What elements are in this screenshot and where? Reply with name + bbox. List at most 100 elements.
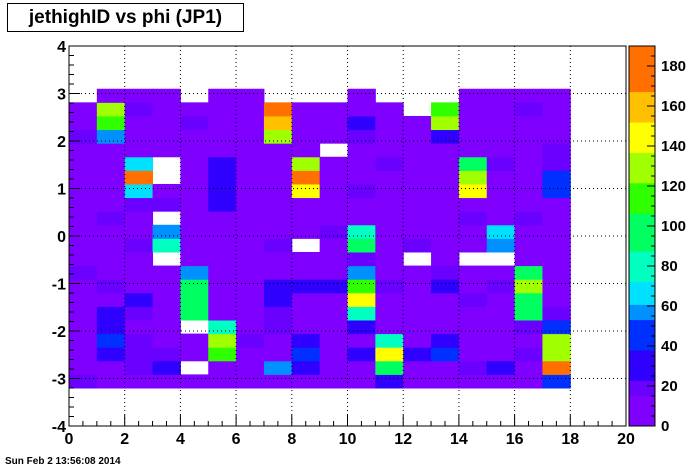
color-scale-band [629,175,655,184]
heatmap-cell [347,347,376,362]
heatmap-cell [403,211,432,226]
heatmap-cell [347,265,376,280]
heatmap-cell [124,279,154,294]
heatmap-cell [96,251,126,267]
x-tick-label: 14 [450,431,468,448]
heatmap-cell [291,319,321,335]
color-scale-band [629,99,655,108]
heatmap-cell [69,129,98,144]
heatmap-cell [69,211,98,226]
heatmap-cell [431,279,460,294]
heatmap-cell [180,197,209,212]
heatmap-cell [180,129,209,144]
heatmap-cell [375,102,404,117]
heatmap-cell [375,183,404,199]
color-scale-band [629,84,655,93]
heatmap-cell [236,333,265,348]
heatmap-cell [180,224,209,239]
y-axis: -4 -3 -2 -1 0 1 2 3 4 [52,39,80,436]
heatmap-cell [236,319,265,335]
heatmap-cell [152,292,181,307]
heatmap-cell [375,156,404,171]
heatmap-cell [486,129,516,144]
x-tick-label: 8 [287,431,296,448]
heatmap-cell [486,347,516,362]
heatmap-cell [124,156,154,171]
heatmap-cell [542,265,571,280]
heatmap-cell [319,183,348,199]
heatmap-cell [152,102,181,117]
heatmap-cell [375,360,404,375]
heatmap-cell [514,211,543,226]
color-scale-band [629,388,655,397]
color-scale-band [629,418,655,427]
heatmap-cell [375,292,404,307]
heatmap-cell [96,306,126,321]
heatmap-cell [263,319,293,335]
heatmap-cell [319,129,348,144]
color-scale-band [629,228,655,237]
heatmap-cell [403,360,432,375]
heatmap-cell [208,251,237,267]
heatmap-cell [375,319,404,335]
heatmap-cell [486,115,516,131]
heatmap-cell [403,374,432,389]
heatmap-cell [180,374,209,389]
heatmap-cell [69,251,98,267]
heatmap-cell [403,279,432,294]
heatmap-cell [486,224,516,239]
heatmap-cell [403,319,432,335]
heatmap-cell [291,129,321,144]
heatmap-cell [124,224,154,239]
heatmap-cell [208,211,237,226]
heatmap-cell [96,374,126,389]
heatmap-cell [236,251,265,267]
heatmap-cell [180,170,209,185]
heatmap-cell [152,238,181,253]
heatmap-cell [208,319,237,335]
heatmap-cell [347,115,376,131]
heatmap-cell [69,156,98,171]
heatmap-cell [319,224,348,239]
heatmap-cell [319,197,348,212]
heatmap-cell [486,292,516,307]
heatmap-cell [375,347,404,362]
heatmap-cell [152,306,181,321]
heatmap-cell [69,102,98,117]
heatmap-cell [486,183,516,199]
heatmap-cell [208,265,237,280]
heatmap-cell [542,224,571,239]
heatmap-cell [152,347,181,362]
chart-title: jethighID vs phi (JP1) [7,3,244,32]
heatmap-cell [180,279,209,294]
heatmap-cell [347,319,376,335]
x-tick-label: 12 [394,431,412,448]
heatmap-cell [263,360,293,375]
heatmap-cell [236,360,265,375]
heatmap-cell [403,333,432,348]
heatmap-cell [403,170,432,185]
heatmap-cell [542,211,571,226]
heatmap-cell [514,156,543,171]
heatmap-cell [291,197,321,212]
heatmap-cell [375,251,404,267]
heatmap-cell [542,143,571,158]
color-scale-band [629,91,655,100]
color-scale-band [629,198,655,207]
heatmap-cell [431,374,460,389]
heatmap-cell [96,279,126,294]
heatmap-cell [431,143,460,158]
heatmap-cell [96,347,126,362]
heatmap-cell [403,197,432,212]
heatmap-cell [458,374,488,389]
heatmap-cell [236,347,265,362]
color-scale-band [629,357,655,366]
heatmap-cell [180,143,209,158]
heatmap-cell [96,88,126,103]
heatmap-cell [152,129,181,144]
color-scale-band [629,410,655,419]
heatmap-cell [542,238,571,253]
heatmap-cell [319,251,348,267]
heatmap-cell [69,143,98,158]
heatmap-cell [514,224,543,239]
